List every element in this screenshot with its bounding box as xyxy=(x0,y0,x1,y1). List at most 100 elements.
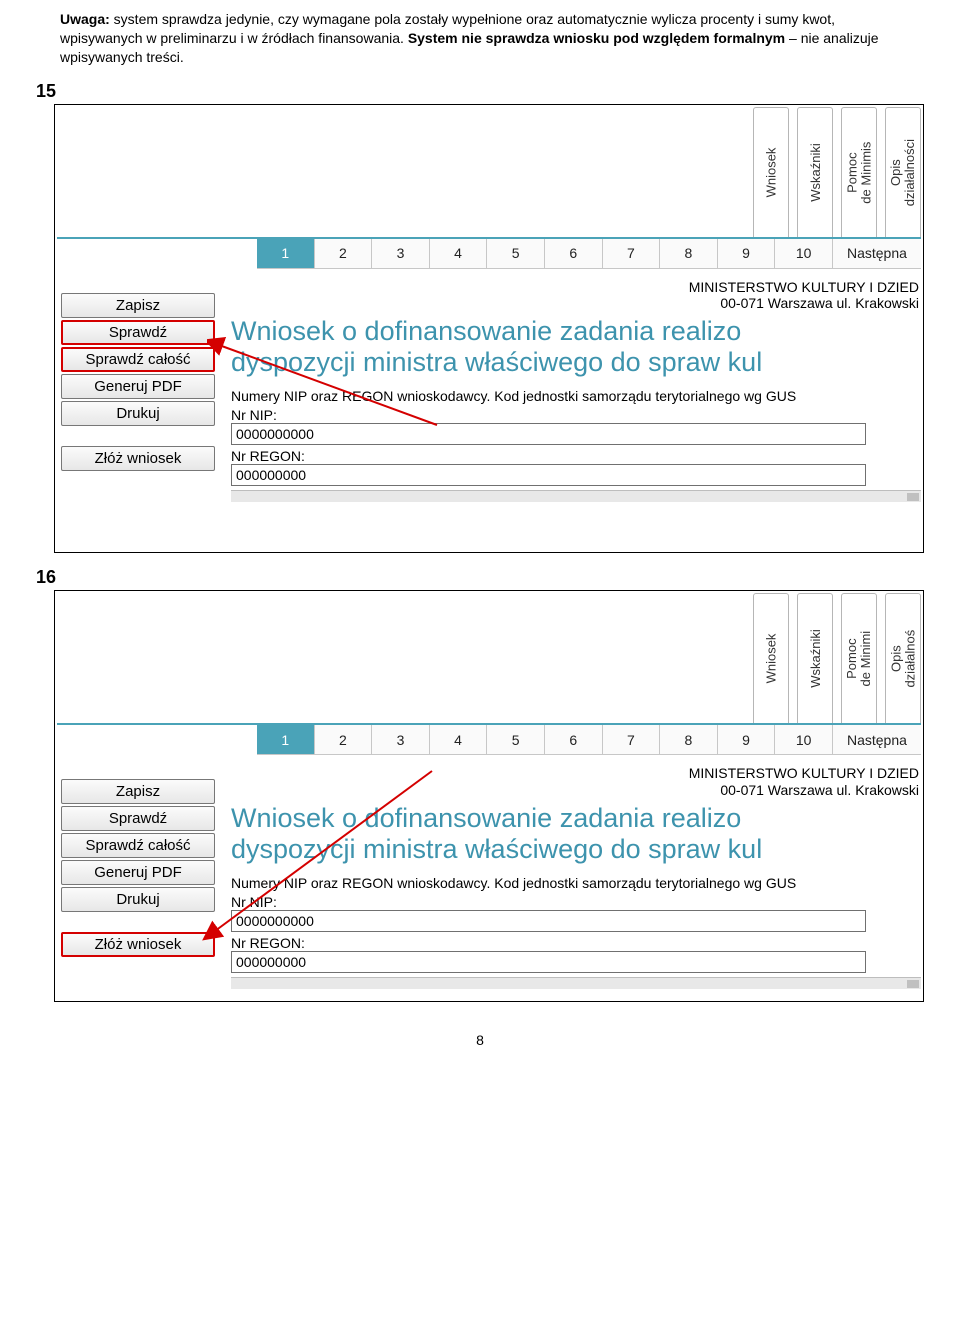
page-8[interactable]: 8 xyxy=(660,239,718,269)
page-label: 10 xyxy=(796,245,812,261)
title-line2: dyspozycji ministra właściwego do spraw … xyxy=(231,347,921,378)
ministry-line1: MINISTERSTWO KULTURY I DZIED xyxy=(231,279,919,296)
zloz-wniosek-button[interactable]: Złóż wniosek xyxy=(61,446,215,471)
page-8[interactable]: 8 xyxy=(660,725,718,755)
vtab-wniosek[interactable]: Wniosek xyxy=(753,107,789,237)
drukuj-button[interactable]: Drukuj xyxy=(61,887,215,912)
page-2[interactable]: 2 xyxy=(315,239,373,269)
ministry-line2: 00-071 Warszawa ul. Krakowski xyxy=(231,295,919,312)
vtab-label: Pomoc de Minimis xyxy=(845,141,872,203)
sprawdz-calosc-button[interactable]: Sprawdź całość xyxy=(61,833,215,858)
page-label: 8 xyxy=(685,732,693,748)
zloz-wniosek-button[interactable]: Złóż wniosek xyxy=(61,932,215,957)
vtab-pomoc-de-minimis[interactable]: Pomoc de Minimi xyxy=(841,593,877,723)
page-label: 6 xyxy=(569,732,577,748)
page-10[interactable]: 10 xyxy=(775,725,833,755)
vtab-wskazniki[interactable]: Wskaźniki xyxy=(797,593,833,723)
regon-label: Nr REGON: xyxy=(231,448,921,464)
page-label: Następna xyxy=(847,732,907,748)
page-label: 5 xyxy=(512,732,520,748)
vtab-label: Pomoc de Minimi xyxy=(845,631,872,687)
generuj-pdf-button[interactable]: Generuj PDF xyxy=(61,860,215,885)
page-label: 9 xyxy=(742,245,750,261)
zapisz-button[interactable]: Zapisz xyxy=(61,779,215,804)
vertical-tabs-row: Wniosek Wskaźniki Pomoc de Minimis Opis … xyxy=(57,107,921,237)
page-label: 2 xyxy=(339,245,347,261)
page-label: 3 xyxy=(397,245,405,261)
vtab-wskazniki[interactable]: Wskaźniki xyxy=(797,107,833,237)
page-1[interactable]: 1 xyxy=(257,725,315,755)
page-label: 8 xyxy=(685,245,693,261)
ministry-block: MINISTERSTWO KULTURY I DZIED 00-071 Wars… xyxy=(231,279,921,313)
page-next[interactable]: Następna xyxy=(833,239,921,269)
nip-input[interactable] xyxy=(231,423,866,445)
page-label: 2 xyxy=(339,732,347,748)
page-label: 5 xyxy=(512,245,520,261)
step-number-16: 16 xyxy=(0,559,960,590)
page-7[interactable]: 7 xyxy=(603,725,661,755)
page-label: 7 xyxy=(627,732,635,748)
application-title: Wniosek o dofinansowanie zadania realizo… xyxy=(231,799,921,875)
vtab-label: Wskaźniki xyxy=(808,143,823,202)
panel-16: Wniosek Wskaźniki Pomoc de Minimi Opis d… xyxy=(54,590,924,1002)
sprawdz-button[interactable]: Sprawdź xyxy=(61,320,215,345)
page-label: 4 xyxy=(454,732,462,748)
page-label: 10 xyxy=(796,732,812,748)
vtab-label: Wniosek xyxy=(764,634,779,684)
generuj-pdf-button[interactable]: Generuj PDF xyxy=(61,374,215,399)
title-line1: Wniosek o dofinansowanie zadania realizo xyxy=(231,316,921,347)
horizontal-scrollbar[interactable] xyxy=(231,977,921,989)
panel-15: Wniosek Wskaźniki Pomoc de Minimis Opis … xyxy=(54,104,924,554)
uwaga-bold2: System nie sprawdza wniosku pod względem… xyxy=(408,30,785,46)
vtab-label: Opis działalnoś xyxy=(889,630,916,688)
vtab-label: Wskaźniki xyxy=(808,630,823,689)
body-area: Zapisz Sprawdź Sprawdź całość Generuj PD… xyxy=(57,761,921,989)
ministry-line1: MINISTERSTWO KULTURY I DZIED xyxy=(231,765,919,782)
page-10[interactable]: 10 xyxy=(775,239,833,269)
nip-input[interactable] xyxy=(231,910,866,932)
page-2[interactable]: 2 xyxy=(315,725,373,755)
page-3[interactable]: 3 xyxy=(372,239,430,269)
page-3[interactable]: 3 xyxy=(372,725,430,755)
page-7[interactable]: 7 xyxy=(603,239,661,269)
vtab-opis-dzialalnosci[interactable]: Opis działalności xyxy=(885,107,921,237)
nip-label: Nr NIP: xyxy=(231,407,921,423)
nip-regon-desc: Numery NIP oraz REGON wnioskodawcy. Kod … xyxy=(231,388,921,406)
page-4[interactable]: 4 xyxy=(430,239,488,269)
pagination-spacer xyxy=(57,239,257,269)
sprawdz-calosc-button[interactable]: Sprawdź całość xyxy=(61,347,215,372)
page-9[interactable]: 9 xyxy=(718,725,776,755)
page-6[interactable]: 6 xyxy=(545,239,603,269)
ministry-block: MINISTERSTWO KULTURY I DZIED 00-071 Wars… xyxy=(231,765,921,799)
ministry-line2: 00-071 Warszawa ul. Krakowski xyxy=(231,782,919,799)
page-next[interactable]: Następna xyxy=(833,725,921,755)
page-1[interactable]: 1 xyxy=(257,239,315,269)
vtab-label: Wniosek xyxy=(764,147,779,197)
horizontal-scrollbar[interactable] xyxy=(231,490,921,502)
drukuj-button[interactable]: Drukuj xyxy=(61,401,215,426)
uwaga-label: Uwaga: xyxy=(60,11,110,27)
zapisz-button[interactable]: Zapisz xyxy=(61,293,215,318)
vertical-tabs-row: Wniosek Wskaźniki Pomoc de Minimi Opis d… xyxy=(57,593,921,723)
page-number: 8 xyxy=(0,1032,960,1048)
vtab-wniosek[interactable]: Wniosek xyxy=(753,593,789,723)
nip-label: Nr NIP: xyxy=(231,894,921,910)
vtab-opis-dzialalnosci[interactable]: Opis działalnoś xyxy=(885,593,921,723)
vtab-pomoc-de-minimis[interactable]: Pomoc de Minimis xyxy=(841,107,877,237)
page-4[interactable]: 4 xyxy=(430,725,488,755)
title-line2: dyspozycji ministra właściwego do spraw … xyxy=(231,834,921,865)
sidebar: Zapisz Sprawdź Sprawdź całość Generuj PD… xyxy=(57,761,225,989)
page-6[interactable]: 6 xyxy=(545,725,603,755)
pagination-row: 1 2 3 4 5 6 7 8 9 10 Następna xyxy=(57,723,921,755)
content-column: MINISTERSTWO KULTURY I DZIED 00-071 Wars… xyxy=(225,761,921,989)
page-label: 1 xyxy=(281,732,289,748)
page-5[interactable]: 5 xyxy=(487,725,545,755)
regon-input[interactable] xyxy=(231,464,866,486)
page-5[interactable]: 5 xyxy=(487,239,545,269)
sprawdz-button[interactable]: Sprawdź xyxy=(61,806,215,831)
page-9[interactable]: 9 xyxy=(718,239,776,269)
header-note: Uwaga: system sprawdza jedynie, czy wyma… xyxy=(0,0,960,73)
content-column: MINISTERSTWO KULTURY I DZIED 00-071 Wars… xyxy=(225,275,921,503)
regon-input[interactable] xyxy=(231,951,866,973)
page-label: 7 xyxy=(627,245,635,261)
